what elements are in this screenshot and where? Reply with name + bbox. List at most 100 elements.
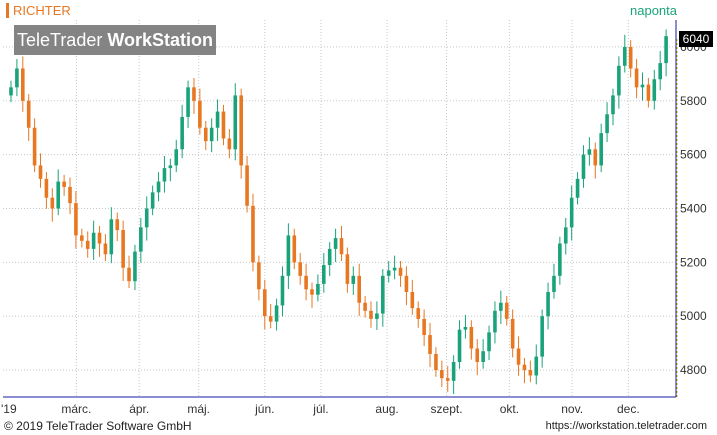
candle-body bbox=[280, 275, 285, 306]
candle-body bbox=[392, 267, 397, 271]
candle-body bbox=[227, 138, 232, 150]
x-tick-label: dec. bbox=[617, 402, 640, 416]
candle-body bbox=[91, 232, 96, 249]
candle-body bbox=[103, 243, 108, 255]
candle-body bbox=[251, 205, 255, 263]
candle-body bbox=[292, 235, 297, 263]
candle-body bbox=[245, 165, 249, 206]
candle-body bbox=[652, 79, 657, 101]
candle-body bbox=[345, 254, 350, 284]
candle-body bbox=[451, 361, 456, 381]
candle-body bbox=[363, 302, 367, 311]
candle-body bbox=[38, 165, 43, 179]
candle-body bbox=[310, 289, 314, 295]
candle-body bbox=[445, 378, 450, 381]
candle-body bbox=[139, 227, 143, 252]
candle-body bbox=[587, 149, 592, 155]
candle-body bbox=[186, 87, 190, 117]
candle-body bbox=[605, 114, 609, 134]
candle-body bbox=[304, 275, 308, 290]
candle-body bbox=[534, 356, 539, 376]
candle-body bbox=[180, 116, 184, 150]
candle-body bbox=[274, 305, 279, 322]
candle-body bbox=[558, 243, 562, 276]
candle-body bbox=[262, 289, 267, 317]
chart-grid bbox=[3, 20, 676, 397]
candle-body bbox=[32, 127, 37, 166]
candle-body bbox=[62, 181, 66, 187]
candle-body bbox=[581, 154, 586, 179]
candle-body bbox=[133, 251, 137, 282]
candle-body bbox=[221, 111, 226, 139]
candle-body bbox=[127, 267, 131, 282]
candle-body bbox=[74, 203, 78, 236]
candle-body bbox=[611, 95, 615, 115]
candle-body bbox=[487, 332, 491, 352]
brand-bold-text: WorkStation bbox=[107, 30, 214, 50]
candle-body bbox=[239, 95, 243, 166]
x-tick-label: jún. bbox=[254, 402, 274, 416]
candle-body bbox=[203, 127, 208, 142]
period-label[interactable]: naponta bbox=[630, 3, 677, 18]
candle-body bbox=[150, 192, 155, 209]
candle-body bbox=[434, 353, 438, 371]
candle-body bbox=[21, 68, 25, 101]
candle-body bbox=[516, 348, 521, 365]
candle-body bbox=[569, 197, 574, 228]
candle-body bbox=[622, 46, 627, 66]
candle-body bbox=[563, 227, 568, 244]
candle-body bbox=[286, 235, 291, 276]
candle-body bbox=[457, 329, 462, 362]
x-axis-ticks: '19 márc. ápr. máj. jún. júl. aug. szept. okt. no… bbox=[1, 402, 640, 416]
candle-body bbox=[646, 84, 651, 101]
candle-body bbox=[398, 267, 403, 276]
candle-body bbox=[493, 310, 497, 333]
candle-body bbox=[617, 65, 621, 96]
candle-body bbox=[56, 181, 61, 209]
candle-body bbox=[121, 230, 125, 268]
y-axis-ticks: 4800500052005400560058006000 bbox=[680, 40, 707, 377]
candle-body bbox=[298, 262, 302, 276]
candle-body bbox=[85, 240, 90, 249]
candle-body bbox=[658, 63, 662, 80]
candle-body bbox=[351, 275, 356, 284]
brand-light-text: TeleTrader bbox=[16, 30, 108, 50]
x-tick-label: nov. bbox=[561, 402, 583, 416]
last-value-badge: 6040 bbox=[679, 31, 713, 47]
candle-body bbox=[144, 208, 149, 228]
candle-body bbox=[428, 335, 432, 354]
candle-body bbox=[640, 84, 645, 88]
candle-body bbox=[504, 302, 509, 319]
candle-body bbox=[634, 68, 639, 88]
candle-body bbox=[333, 238, 338, 249]
chart-axes bbox=[3, 20, 678, 398]
candle-body bbox=[316, 283, 320, 295]
source-url[interactable]: https://workstation.teletrader.com bbox=[545, 420, 707, 432]
candle-body bbox=[327, 248, 332, 266]
candle-body bbox=[50, 197, 55, 209]
candle-body bbox=[552, 275, 556, 292]
candle-body bbox=[475, 348, 480, 362]
candle-body bbox=[209, 127, 214, 142]
candle-body bbox=[469, 326, 474, 349]
brand-logo: TeleTrader WorkStation bbox=[14, 25, 216, 55]
candle-body bbox=[410, 291, 415, 309]
copyright-text: © 2019 TeleTrader Software GmbH bbox=[4, 419, 192, 433]
x-tick-label: szept. bbox=[431, 402, 463, 416]
candle-body bbox=[156, 181, 161, 193]
candle-body bbox=[357, 275, 362, 303]
candle-body bbox=[528, 370, 533, 376]
candle-body bbox=[510, 318, 515, 349]
candle-body bbox=[593, 149, 598, 166]
candle-body bbox=[339, 238, 344, 255]
candle-body bbox=[26, 100, 31, 128]
candle-body bbox=[233, 95, 238, 150]
candle-body bbox=[198, 100, 202, 128]
y-tick-label: 5600 bbox=[680, 148, 707, 162]
candle-body bbox=[15, 68, 19, 88]
candle-body bbox=[416, 308, 421, 319]
x-tick-label: júl. bbox=[312, 402, 328, 416]
symbol-title: RICHTER bbox=[6, 3, 71, 18]
candle-body bbox=[546, 291, 550, 317]
candle-body bbox=[174, 149, 179, 166]
